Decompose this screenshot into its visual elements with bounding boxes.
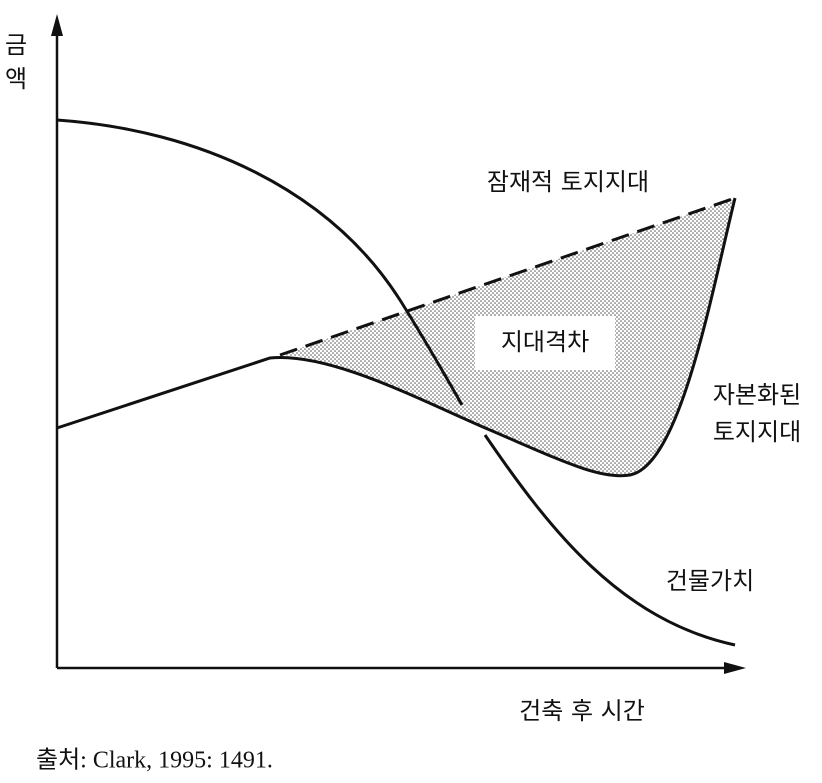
rent-gap-label: 지대격차 [501, 328, 589, 356]
building-value-curve [56, 118, 464, 406]
x-axis-label: 건축 후 시간 [519, 697, 645, 725]
building-value-label: 건물가치 [666, 567, 754, 595]
source-note: 출처: Clark, 1995: 1491. [36, 747, 273, 774]
x-axis-arrow [724, 662, 746, 674]
capitalized-rent-label: 자본화된 [713, 381, 801, 409]
capitalized-rent-label: 토지지대 [713, 418, 801, 446]
capitalized-rent-curve [56, 197, 737, 478]
potential-rent-label: 잠재적 토지지대 [487, 168, 649, 196]
rent-gap-label-box [475, 316, 615, 370]
y-axis-label: 금 [5, 31, 27, 59]
building-value-curve [483, 434, 736, 647]
y-axis-label: 액 [5, 65, 27, 93]
y-axis-arrow [51, 14, 63, 36]
